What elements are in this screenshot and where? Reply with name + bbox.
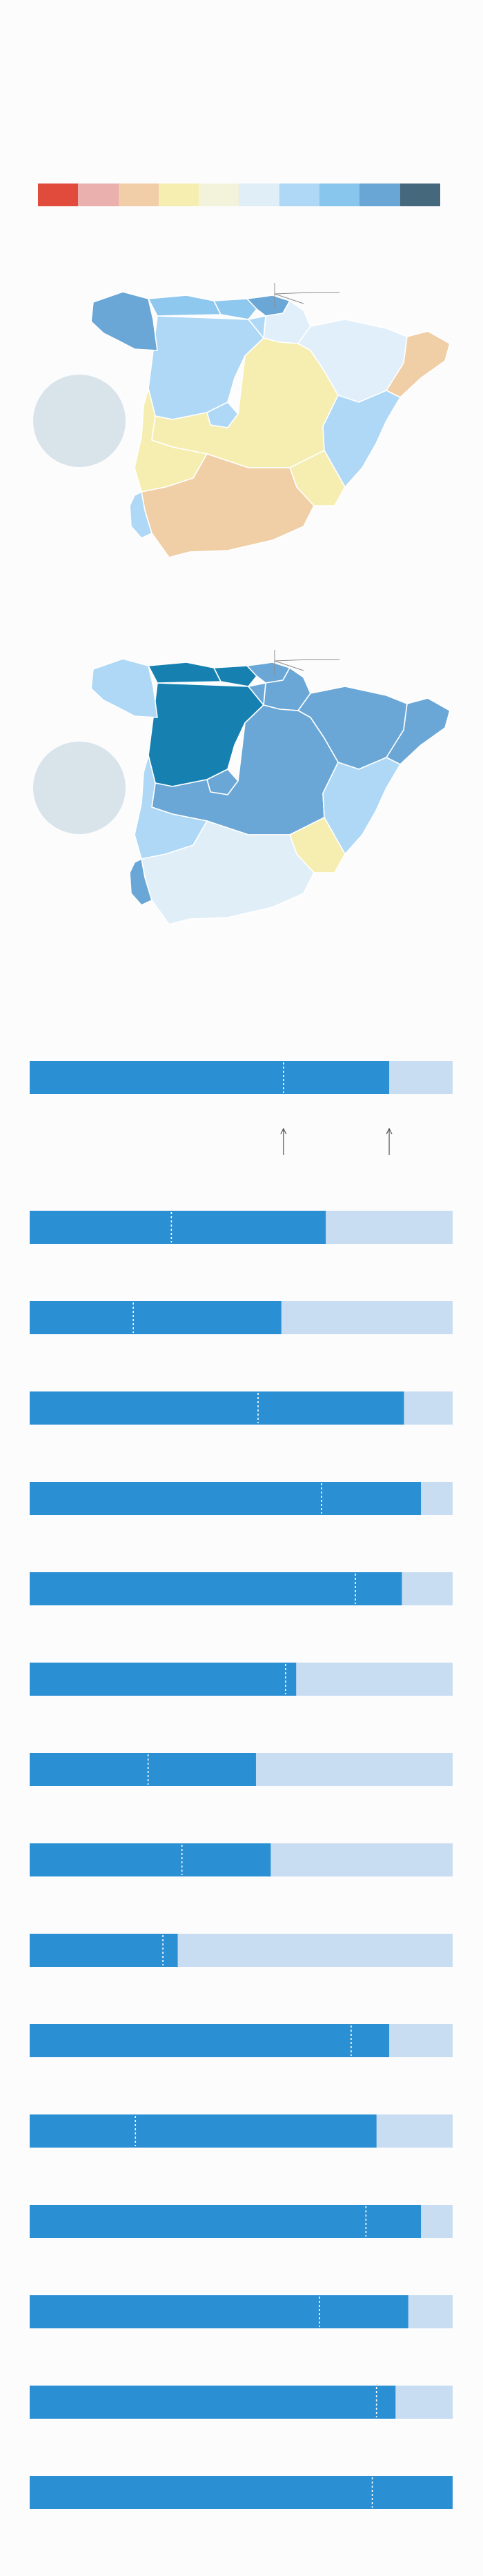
region-andalucia [141, 453, 315, 558]
region-bar-10 [30, 2024, 390, 2057]
region-huelva [129, 858, 152, 906]
color-scale-swatch-2 [78, 184, 119, 206]
region-galicia [90, 658, 158, 718]
color-scale-swatch-10 [400, 184, 440, 206]
map-svg [33, 650, 451, 925]
islands-bubble [33, 742, 126, 834]
region-cataluna [386, 697, 451, 765]
color-scale-swatch-3 [118, 184, 159, 206]
color-scale-swatch-4 [158, 184, 199, 206]
region-bar-6 [30, 1663, 297, 1696]
region-bar-12 [30, 2205, 422, 2238]
region-valencia [322, 757, 401, 855]
region-bar-11 [30, 2114, 377, 2148]
region-bar-1 [30, 1211, 326, 1244]
region-asturias [148, 295, 221, 317]
color-scale-swatch-1 [38, 184, 79, 206]
region-cantabria [213, 298, 257, 320]
summary-bar-1 [30, 1061, 390, 1094]
region-valencia [322, 390, 401, 488]
region-bar-9 [30, 1934, 178, 1967]
region-huelva [129, 491, 152, 539]
progress-bar-chart [30, 1061, 453, 2509]
region-bar-4 [30, 1482, 422, 1515]
region-andalucia [141, 820, 315, 925]
color-scale-swatch-9 [359, 184, 400, 206]
region-bar-5 [30, 1572, 402, 1605]
region-bar-3 [30, 1391, 404, 1425]
map-svg [33, 283, 451, 558]
region-bar-7 [30, 1753, 256, 1786]
spain-choropleth-map-2 [0, 635, 483, 973]
region-cataluna [386, 330, 451, 398]
summary-arrow-head-2 [386, 1127, 393, 1135]
islands-bubble [33, 375, 126, 467]
spain-choropleth-map-1 [0, 268, 483, 606]
summary-arrow-head-1 [280, 1127, 287, 1135]
region-asturias [148, 662, 221, 684]
callout-lines [274, 283, 339, 308]
region-la-rioja [248, 682, 266, 706]
region-bar-13 [30, 2295, 408, 2328]
region-la-rioja [248, 315, 266, 339]
region-cantabria [213, 665, 257, 687]
region-galicia [90, 291, 158, 351]
callout-lines [274, 650, 339, 675]
color-scale-swatch-6 [239, 184, 279, 206]
color-scale-swatch-5 [199, 184, 239, 206]
region-bar-14 [30, 2386, 396, 2419]
region-bar-15 [30, 2476, 453, 2509]
region-bar-2 [30, 1301, 282, 1334]
color-scale-legend [38, 184, 440, 206]
color-scale-swatch-8 [319, 184, 360, 206]
region-bar-8 [30, 1843, 271, 1876]
color-scale-swatch-7 [279, 184, 320, 206]
